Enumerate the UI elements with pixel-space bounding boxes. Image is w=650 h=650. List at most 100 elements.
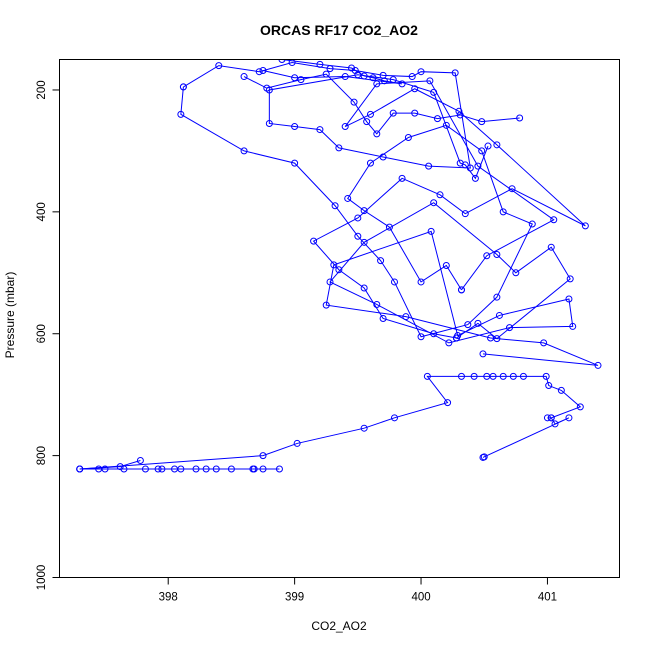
data-point (551, 420, 559, 428)
data-point (354, 214, 362, 222)
data-point (540, 339, 548, 347)
data-point (398, 80, 406, 88)
data-point (379, 153, 387, 161)
data-point (411, 109, 419, 117)
series-line (180, 86, 533, 338)
data-point (389, 76, 397, 84)
x-axis-label: CO2_AO2 (311, 619, 367, 633)
data-point (259, 465, 267, 473)
plot-frame (59, 59, 620, 578)
data-point (240, 147, 248, 155)
data-point (519, 372, 527, 380)
data-point (212, 465, 220, 473)
data-point (542, 372, 550, 380)
y-axis: 200 400 600 800 1000 (36, 80, 60, 590)
series-line (262, 59, 403, 85)
series-line (325, 202, 599, 366)
data-point (499, 372, 507, 380)
data-point (545, 382, 553, 390)
data-point (366, 159, 374, 167)
data-point (158, 465, 166, 473)
data-point (326, 278, 334, 286)
data-point (457, 372, 465, 380)
data-point (316, 60, 324, 68)
data-point (576, 403, 584, 411)
data-point (417, 333, 425, 341)
data-point (330, 261, 338, 269)
data-point (455, 107, 463, 115)
data-point (430, 330, 438, 338)
series-line (243, 73, 520, 135)
data-point (255, 68, 263, 76)
data-point (493, 335, 501, 343)
data-point (154, 465, 162, 473)
data-point (471, 174, 479, 182)
data-point (202, 465, 210, 473)
x-tick-label: 400 (411, 592, 430, 604)
data-point (363, 118, 371, 126)
data-point (484, 142, 492, 150)
data-point (417, 278, 425, 286)
data-point (348, 64, 356, 72)
plot-points (76, 59, 602, 473)
data-point (493, 141, 501, 149)
data-point (331, 202, 339, 210)
data-point (316, 126, 324, 134)
data-point (528, 220, 536, 228)
data-point (360, 207, 368, 215)
data-point (543, 414, 551, 422)
data-point (373, 80, 381, 88)
data-point (310, 237, 318, 245)
data-point (474, 319, 482, 327)
series-line (79, 375, 582, 470)
y-axis-label: Pressure (mbar) (3, 272, 17, 359)
data-point (516, 114, 524, 122)
data-point (470, 372, 478, 380)
data-point (390, 414, 398, 422)
data-point (116, 463, 124, 471)
data-point (278, 59, 286, 63)
data-point (265, 119, 273, 127)
data-point (457, 286, 465, 294)
data-point (227, 465, 235, 473)
data-point (354, 232, 362, 240)
data-point (550, 216, 558, 224)
data-point (326, 65, 334, 73)
data-point (466, 164, 474, 172)
plot-lines (79, 59, 599, 470)
data-point (360, 424, 368, 432)
data-point (380, 77, 388, 85)
data-point (177, 465, 185, 473)
data-point (390, 278, 398, 286)
data-point (436, 191, 444, 199)
data-point (444, 399, 452, 407)
data-point (335, 144, 343, 152)
data-point (506, 324, 514, 332)
data-point (360, 72, 368, 80)
data-point (344, 194, 352, 202)
data-point (557, 386, 565, 394)
data-point (478, 147, 486, 155)
x-tick-label: 399 (285, 592, 304, 604)
x-tick-label: 401 (538, 592, 557, 604)
data-point (385, 223, 393, 231)
series-line (79, 460, 141, 470)
data-point (322, 70, 330, 78)
data-point (389, 109, 397, 117)
x-tick-label: 398 (159, 592, 178, 604)
data-point (402, 313, 410, 321)
data-point (360, 284, 368, 292)
data-point (404, 134, 412, 141)
data-point (425, 162, 433, 170)
data-point (373, 130, 381, 138)
data-point (483, 252, 491, 260)
data-point (547, 243, 555, 251)
data-point (322, 301, 330, 309)
data-point (461, 210, 469, 218)
data-point (451, 69, 459, 77)
data-point (427, 227, 435, 235)
data-point (341, 73, 349, 81)
data-point (581, 222, 589, 230)
data-point (293, 439, 301, 447)
